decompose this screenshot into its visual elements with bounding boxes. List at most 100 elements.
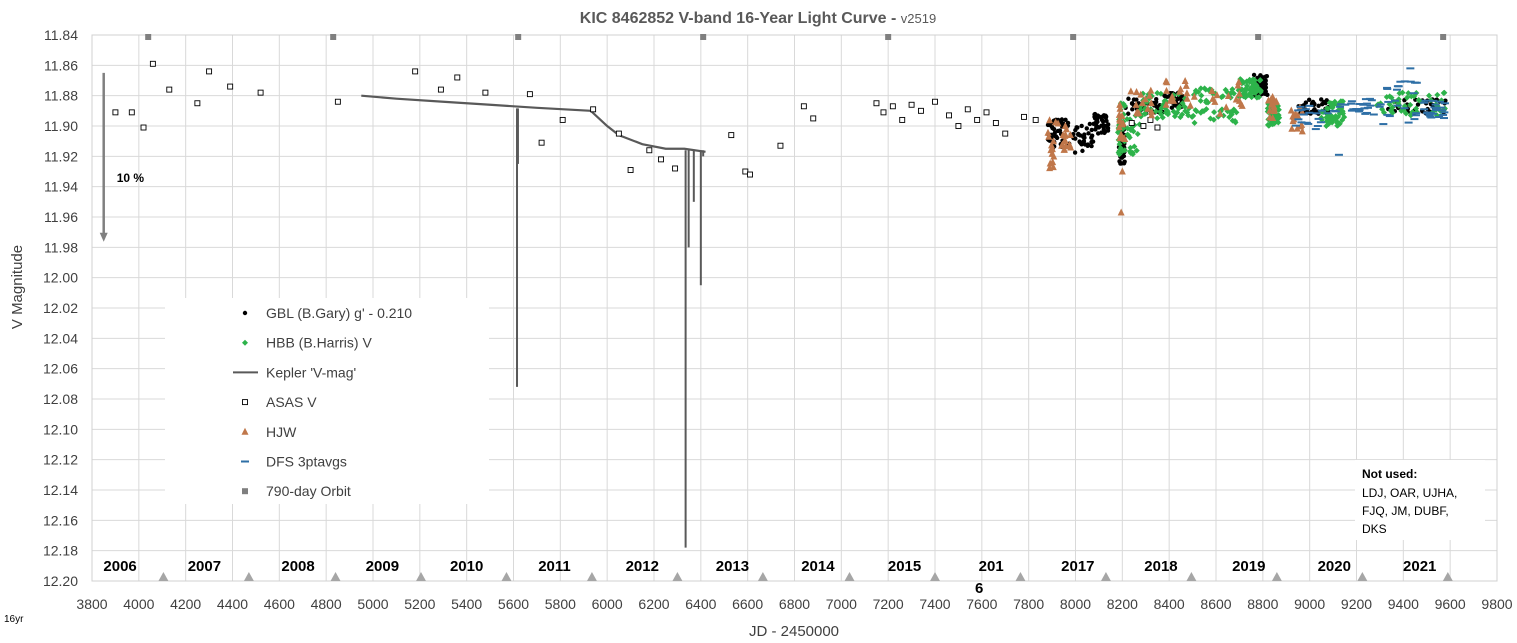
data-point: [1179, 111, 1186, 118]
data-point: [1164, 94, 1170, 100]
data-point: [1105, 125, 1111, 131]
data-point: [1426, 111, 1435, 114]
data-point: [1255, 94, 1262, 101]
chart-title: KIC 8462852 V-band 16-Year Light Curve -…: [580, 10, 936, 27]
data-point: [1341, 103, 1350, 106]
asas-point: [1154, 124, 1161, 131]
data-point: [1117, 130, 1125, 138]
data-point: [1061, 137, 1069, 145]
asas-point: [206, 68, 213, 75]
data-point: [1347, 102, 1356, 105]
data-point: [1376, 103, 1385, 106]
year-marker: [930, 572, 940, 581]
asas-point: [1021, 113, 1027, 120]
asas-point: [777, 142, 784, 149]
data-point: [1230, 106, 1237, 113]
data-point: [1415, 96, 1422, 103]
data-point: [1054, 119, 1062, 127]
legend: GBL (B.Gary) g' - 0.210 HBB (B.Harris) V K…: [165, 298, 489, 504]
data-point: [1101, 114, 1107, 119]
data-point: [1134, 130, 1141, 137]
legend-swatch: [242, 399, 248, 406]
data-point: [1062, 125, 1070, 133]
asas-point: [974, 116, 981, 123]
data-point: [1079, 123, 1084, 129]
asas-point: [412, 68, 419, 75]
data-point: [1092, 112, 1097, 117]
data-point: [1062, 142, 1070, 150]
x-tick-label: 5800: [545, 596, 576, 612]
data-point: [1339, 117, 1346, 124]
data-point: [1163, 86, 1171, 94]
year-marker: [416, 572, 427, 581]
data-point: [1269, 92, 1277, 100]
data-point: [1427, 116, 1436, 119]
data-point: [1124, 125, 1131, 132]
data-point: [1257, 77, 1264, 84]
chart-title-separator: -: [887, 10, 901, 27]
data-point: [1116, 104, 1124, 112]
asas-point: [1128, 120, 1135, 126]
asas-point: [932, 98, 938, 105]
data-point: [1198, 92, 1205, 99]
asas-point: [538, 139, 545, 146]
data-point: [1119, 125, 1126, 132]
data-point: [1431, 103, 1440, 106]
data-point: [1146, 91, 1154, 99]
data-point: [1435, 100, 1444, 103]
data-point: [1081, 138, 1087, 144]
x-tick-label: 9600: [1435, 596, 1466, 612]
year-marker: [501, 572, 512, 581]
series-scatter: [112, 60, 1449, 216]
data-point: [1162, 77, 1170, 85]
data-point: [1297, 122, 1305, 130]
year-label: 2017: [1061, 558, 1094, 575]
asas-point: [128, 109, 135, 116]
asas-point: [908, 101, 915, 108]
y-tick-label: 11.84: [44, 27, 78, 43]
y-tick-label: 11.88: [44, 88, 78, 104]
data-point: [1353, 108, 1362, 111]
year-label: 2019: [1232, 558, 1265, 575]
data-point: [1174, 109, 1181, 116]
x-tick-label: 8600: [1200, 596, 1231, 612]
data-point: [1154, 104, 1159, 109]
data-point: [1133, 147, 1140, 154]
data-point: [1087, 121, 1093, 127]
year-marker: [158, 572, 169, 581]
data-point: [1430, 106, 1439, 109]
asas-point: [880, 109, 887, 116]
data-point: [1441, 89, 1448, 96]
not-used-note: Not used: LDJ, OAR, UJHA, FJQ, JM, DUBF,…: [1355, 460, 1485, 540]
y-tick-label: 12.14: [43, 482, 78, 498]
data-point: [1379, 123, 1388, 126]
asas-point: [627, 167, 634, 173]
x-tick-label: 6400: [685, 596, 716, 612]
asas-point: [166, 86, 173, 93]
data-point: [1193, 88, 1200, 95]
data-point: [1118, 112, 1126, 120]
x-tick-label: 5200: [404, 596, 435, 612]
data-point: [1375, 105, 1384, 108]
data-point: [1328, 103, 1335, 110]
data-point: [1439, 117, 1448, 120]
data-point: [1384, 100, 1393, 103]
data-point: [1154, 90, 1161, 97]
data-point: [1400, 107, 1409, 110]
y-tick-label: 12.02: [43, 300, 78, 316]
data-point: [1238, 101, 1246, 109]
data-point: [1365, 97, 1374, 100]
y-tick-label: 12.16: [43, 512, 78, 528]
data-point: [1152, 108, 1159, 115]
data-point: [1319, 97, 1324, 102]
legend-entry: Kepler 'V-mag': [266, 364, 356, 380]
data-point: [1046, 116, 1054, 124]
data-point: [1117, 159, 1122, 164]
data-point: [1396, 90, 1403, 97]
data-point: [1133, 88, 1141, 96]
data-point: [1118, 167, 1126, 175]
data-point: [1082, 135, 1087, 140]
data-point: [1431, 109, 1440, 112]
data-point: [1314, 117, 1323, 120]
data-point: [1361, 112, 1370, 115]
